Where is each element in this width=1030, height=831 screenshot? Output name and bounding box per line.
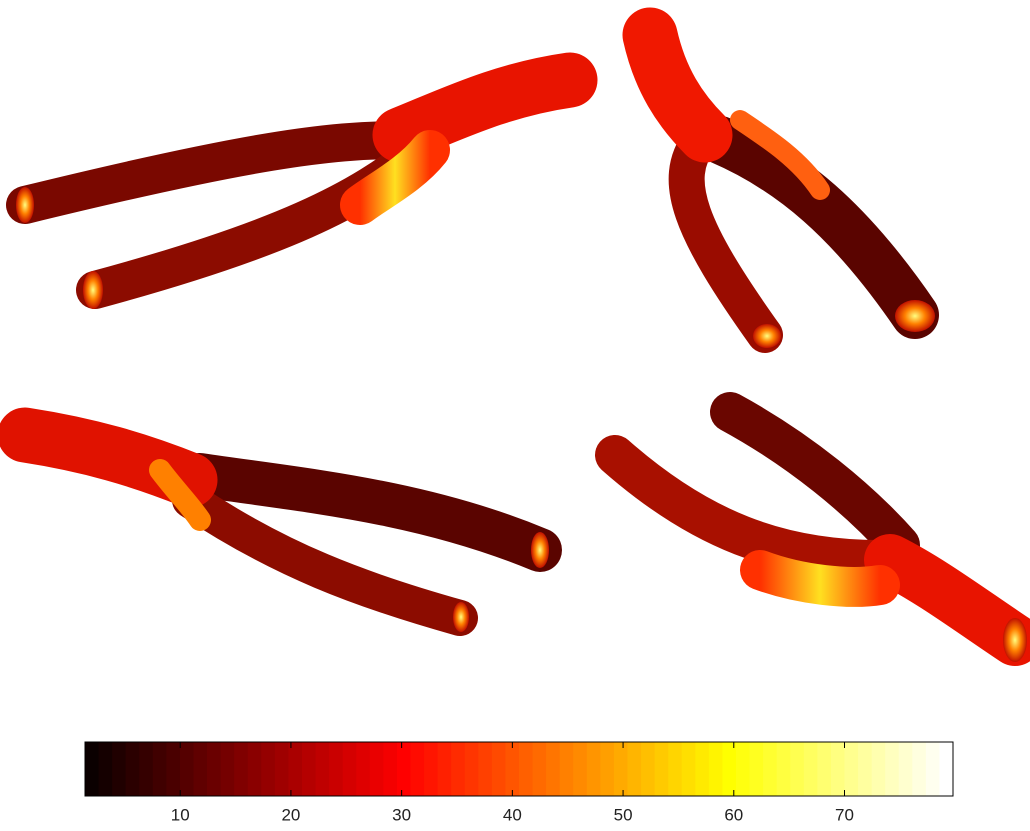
colorbar-cell	[533, 742, 547, 796]
colorbar-cell	[207, 742, 221, 796]
x-tick-label: 30	[392, 805, 411, 824]
colorbar-cell	[438, 742, 452, 796]
colorbar-cell	[736, 742, 750, 796]
colorbar-cell	[628, 742, 642, 796]
colorbar-cell	[750, 742, 764, 796]
colorbar-cell	[424, 742, 438, 796]
colorbar-cell	[614, 742, 628, 796]
x-tick-label: 10	[171, 805, 190, 824]
colorbar-cell	[641, 742, 655, 796]
colorbar-cell	[112, 742, 126, 796]
colorbar-cell	[166, 742, 180, 796]
colorbar-cell	[126, 742, 140, 796]
colorbar-cell	[858, 742, 872, 796]
colorbar-cell	[831, 742, 845, 796]
colorbar-cell	[519, 742, 533, 796]
colorbar-cell	[505, 742, 519, 796]
colorbar-cell	[356, 742, 370, 796]
colorbar-cell	[288, 742, 302, 796]
colorbar-cell	[397, 742, 411, 796]
colorbar: 10 20 30 40 50 60 70	[85, 742, 954, 824]
colorbar-cell	[804, 742, 818, 796]
colorbar-cell	[316, 742, 330, 796]
colorbar-cell	[872, 742, 886, 796]
colorbar-cell	[899, 742, 913, 796]
x-tick-label: 20	[281, 805, 300, 824]
figure: 10 20 30 40 50 60 70	[0, 0, 1030, 831]
colorbar-cell	[546, 742, 560, 796]
colorbar-cell	[560, 742, 574, 796]
colorbar-cell	[655, 742, 669, 796]
vessel-bottom-left	[25, 435, 549, 632]
colorbar-cell	[411, 742, 425, 796]
colorbar-cell	[478, 742, 492, 796]
x-tick-label: 40	[503, 805, 522, 824]
colorbar-cell	[777, 742, 791, 796]
colorbar-cell	[451, 742, 465, 796]
colorbar-cell	[817, 742, 831, 796]
colorbar-cell	[99, 742, 113, 796]
colorbar-cell	[668, 742, 682, 796]
colorbar-cell	[248, 742, 262, 796]
page: {"chart_data": {"type": "colorbar", "col…	[0, 0, 1030, 831]
colorbar-cell	[912, 742, 926, 796]
x-tick-label: 60	[724, 805, 743, 824]
colorbar-cell	[275, 742, 289, 796]
colorbar-cell	[939, 742, 953, 796]
colorbar-cell	[587, 742, 601, 796]
colorbar-cell	[383, 742, 397, 796]
colorbar-cell	[221, 742, 235, 796]
x-tick-label: 50	[614, 805, 633, 824]
colorbar-cell	[234, 742, 248, 796]
colorbar-cell	[722, 742, 736, 796]
colorbar-cell	[845, 742, 859, 796]
colorbar-cell	[885, 742, 899, 796]
colorbar-cell	[343, 742, 357, 796]
colorbar-cell	[465, 742, 479, 796]
colorbar-cell	[139, 742, 153, 796]
colorbar-cell	[709, 742, 723, 796]
colorbar-cell	[85, 742, 99, 796]
colorbar-cell	[302, 742, 316, 796]
vessel-top-left	[16, 80, 570, 309]
colorbar-cell	[790, 742, 804, 796]
vessel-bottom-right	[615, 412, 1027, 662]
colorbar-cell	[695, 742, 709, 796]
body: 10203040506070 (() => { const data = JSO…	[0, 0, 1030, 831]
colorbar-cell	[261, 742, 275, 796]
colorbar-cell	[763, 742, 777, 796]
colorbar-cell	[926, 742, 940, 796]
colorbar-cell	[600, 742, 614, 796]
vessel-top-right	[650, 35, 935, 348]
x-tick-label: 70	[835, 805, 854, 824]
colorbar-cell	[153, 742, 167, 796]
colorbar-cell	[682, 742, 696, 796]
colorbar-cell	[180, 742, 194, 796]
colorbar-cell	[194, 742, 208, 796]
colorbar-cell	[329, 742, 343, 796]
colorbar-cell	[492, 742, 506, 796]
colorbar-cell	[573, 742, 587, 796]
colorbar-cell	[370, 742, 384, 796]
